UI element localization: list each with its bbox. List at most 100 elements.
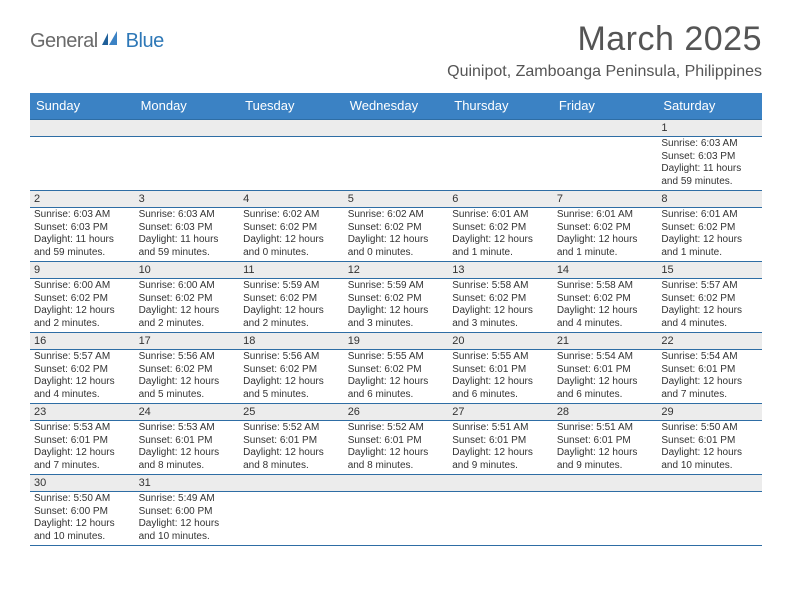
day-detail-cell: Sunrise: 5:56 AMSunset: 6:02 PMDaylight:… bbox=[239, 350, 344, 404]
sunrise-text: Sunrise: 5:55 AM bbox=[348, 351, 445, 364]
sunrise-text: Sunrise: 5:50 AM bbox=[661, 422, 758, 435]
day-detail-cell: Sunrise: 5:59 AMSunset: 6:02 PMDaylight:… bbox=[239, 279, 344, 333]
sunrise-text: Sunrise: 5:57 AM bbox=[661, 280, 758, 293]
day-detail-cell bbox=[553, 492, 658, 546]
day-number-cell bbox=[448, 120, 553, 137]
day-detail-cell: Sunrise: 5:53 AMSunset: 6:01 PMDaylight:… bbox=[135, 421, 240, 475]
sunset-text: Sunset: 6:02 PM bbox=[243, 222, 340, 235]
sunrise-text: Sunrise: 5:50 AM bbox=[34, 493, 131, 506]
daylight-text: Daylight: 12 hours and 5 minutes. bbox=[139, 376, 236, 401]
sunrise-text: Sunrise: 6:01 AM bbox=[661, 209, 758, 222]
sunset-text: Sunset: 6:01 PM bbox=[139, 435, 236, 448]
sunrise-text: Sunrise: 5:57 AM bbox=[34, 351, 131, 364]
day-number-cell: 31 bbox=[135, 475, 240, 492]
day-number-cell bbox=[30, 120, 135, 137]
day-number-cell: 25 bbox=[239, 404, 344, 421]
day-number-cell: 21 bbox=[553, 333, 658, 350]
weekday-header: Monday bbox=[135, 93, 240, 120]
day-detail-cell: Sunrise: 6:03 AMSunset: 6:03 PMDaylight:… bbox=[135, 208, 240, 262]
logo-text-general: General bbox=[30, 30, 98, 53]
sunset-text: Sunset: 6:02 PM bbox=[34, 364, 131, 377]
day-detail-cell: Sunrise: 5:50 AMSunset: 6:01 PMDaylight:… bbox=[657, 421, 762, 475]
sunset-text: Sunset: 6:03 PM bbox=[34, 222, 131, 235]
day-detail-cell: Sunrise: 5:55 AMSunset: 6:02 PMDaylight:… bbox=[344, 350, 449, 404]
day-detail-cell: Sunrise: 5:49 AMSunset: 6:00 PMDaylight:… bbox=[135, 492, 240, 546]
daylight-text: Daylight: 12 hours and 4 minutes. bbox=[661, 305, 758, 330]
daylight-text: Daylight: 12 hours and 9 minutes. bbox=[452, 447, 549, 472]
daylight-text: Daylight: 12 hours and 10 minutes. bbox=[661, 447, 758, 472]
sunrise-text: Sunrise: 5:54 AM bbox=[661, 351, 758, 364]
day-number-cell: 2 bbox=[30, 191, 135, 208]
sunrise-text: Sunrise: 6:02 AM bbox=[348, 209, 445, 222]
daylight-text: Daylight: 12 hours and 8 minutes. bbox=[348, 447, 445, 472]
day-number-cell bbox=[135, 120, 240, 137]
day-number-cell: 27 bbox=[448, 404, 553, 421]
day-detail-cell: Sunrise: 5:58 AMSunset: 6:02 PMDaylight:… bbox=[553, 279, 658, 333]
page-title: March 2025 bbox=[447, 20, 762, 59]
sunset-text: Sunset: 6:01 PM bbox=[243, 435, 340, 448]
day-detail-cell: Sunrise: 5:55 AMSunset: 6:01 PMDaylight:… bbox=[448, 350, 553, 404]
detail-row: Sunrise: 6:00 AMSunset: 6:02 PMDaylight:… bbox=[30, 279, 762, 333]
day-detail-cell: Sunrise: 5:51 AMSunset: 6:01 PMDaylight:… bbox=[448, 421, 553, 475]
day-number-cell: 23 bbox=[30, 404, 135, 421]
day-detail-cell: Sunrise: 6:01 AMSunset: 6:02 PMDaylight:… bbox=[553, 208, 658, 262]
daylight-text: Daylight: 12 hours and 1 minute. bbox=[557, 234, 654, 259]
sunrise-text: Sunrise: 6:01 AM bbox=[557, 209, 654, 222]
daylight-text: Daylight: 12 hours and 0 minutes. bbox=[243, 234, 340, 259]
daylight-text: Daylight: 12 hours and 0 minutes. bbox=[348, 234, 445, 259]
weekday-header: Friday bbox=[553, 93, 658, 120]
day-detail-cell: Sunrise: 5:51 AMSunset: 6:01 PMDaylight:… bbox=[553, 421, 658, 475]
day-number-cell: 15 bbox=[657, 262, 762, 279]
sunrise-text: Sunrise: 6:03 AM bbox=[34, 209, 131, 222]
sunrise-text: Sunrise: 5:53 AM bbox=[139, 422, 236, 435]
location-subtitle: Quinipot, Zamboanga Peninsula, Philippin… bbox=[447, 63, 762, 81]
day-number-cell: 19 bbox=[344, 333, 449, 350]
daylight-text: Daylight: 12 hours and 7 minutes. bbox=[34, 447, 131, 472]
day-number-cell: 7 bbox=[553, 191, 658, 208]
day-number-cell bbox=[239, 475, 344, 492]
day-number-cell: 16 bbox=[30, 333, 135, 350]
sunrise-text: Sunrise: 5:58 AM bbox=[452, 280, 549, 293]
calendar-table: Sunday Monday Tuesday Wednesday Thursday… bbox=[30, 93, 762, 546]
daylight-text: Daylight: 12 hours and 6 minutes. bbox=[452, 376, 549, 401]
sunset-text: Sunset: 6:02 PM bbox=[661, 293, 758, 306]
day-number-cell: 20 bbox=[448, 333, 553, 350]
daylight-text: Daylight: 12 hours and 1 minute. bbox=[452, 234, 549, 259]
day-number-cell: 30 bbox=[30, 475, 135, 492]
day-number-cell: 12 bbox=[344, 262, 449, 279]
sunrise-text: Sunrise: 5:51 AM bbox=[452, 422, 549, 435]
sunset-text: Sunset: 6:01 PM bbox=[557, 364, 654, 377]
day-number-cell bbox=[657, 475, 762, 492]
day-detail-cell: Sunrise: 5:52 AMSunset: 6:01 PMDaylight:… bbox=[344, 421, 449, 475]
sunrise-text: Sunrise: 5:51 AM bbox=[557, 422, 654, 435]
sunrise-text: Sunrise: 6:03 AM bbox=[139, 209, 236, 222]
day-detail-cell: Sunrise: 6:01 AMSunset: 6:02 PMDaylight:… bbox=[657, 208, 762, 262]
day-detail-cell: Sunrise: 6:00 AMSunset: 6:02 PMDaylight:… bbox=[135, 279, 240, 333]
day-number-cell: 9 bbox=[30, 262, 135, 279]
sunset-text: Sunset: 6:01 PM bbox=[452, 364, 549, 377]
sunrise-text: Sunrise: 5:52 AM bbox=[243, 422, 340, 435]
day-detail-cell: Sunrise: 5:54 AMSunset: 6:01 PMDaylight:… bbox=[553, 350, 658, 404]
sunset-text: Sunset: 6:01 PM bbox=[452, 435, 549, 448]
daylight-text: Daylight: 12 hours and 2 minutes. bbox=[34, 305, 131, 330]
day-detail-cell: Sunrise: 5:53 AMSunset: 6:01 PMDaylight:… bbox=[30, 421, 135, 475]
day-detail-cell: Sunrise: 5:57 AMSunset: 6:02 PMDaylight:… bbox=[657, 279, 762, 333]
daylight-text: Daylight: 12 hours and 4 minutes. bbox=[557, 305, 654, 330]
detail-row: Sunrise: 5:57 AMSunset: 6:02 PMDaylight:… bbox=[30, 350, 762, 404]
sunset-text: Sunset: 6:02 PM bbox=[557, 293, 654, 306]
day-detail-cell: Sunrise: 5:54 AMSunset: 6:01 PMDaylight:… bbox=[657, 350, 762, 404]
sunset-text: Sunset: 6:02 PM bbox=[348, 364, 445, 377]
day-number-cell: 17 bbox=[135, 333, 240, 350]
daynum-row: 2345678 bbox=[30, 191, 762, 208]
day-number-cell: 10 bbox=[135, 262, 240, 279]
daynum-row: 1 bbox=[30, 120, 762, 137]
day-detail-cell: Sunrise: 6:03 AMSunset: 6:03 PMDaylight:… bbox=[30, 208, 135, 262]
daylight-text: Daylight: 11 hours and 59 minutes. bbox=[34, 234, 131, 259]
day-number-cell: 26 bbox=[344, 404, 449, 421]
day-detail-cell: Sunrise: 6:00 AMSunset: 6:02 PMDaylight:… bbox=[30, 279, 135, 333]
sunset-text: Sunset: 6:02 PM bbox=[452, 222, 549, 235]
sunset-text: Sunset: 6:01 PM bbox=[557, 435, 654, 448]
sunrise-text: Sunrise: 6:00 AM bbox=[34, 280, 131, 293]
daylight-text: Daylight: 12 hours and 8 minutes. bbox=[139, 447, 236, 472]
weekday-header: Sunday bbox=[30, 93, 135, 120]
